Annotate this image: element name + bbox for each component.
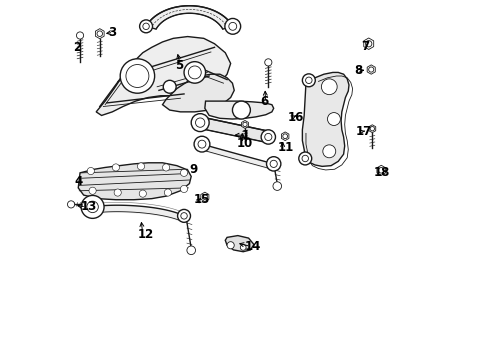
- Polygon shape: [199, 117, 270, 143]
- Circle shape: [327, 113, 341, 126]
- Polygon shape: [205, 101, 274, 119]
- Text: 5: 5: [175, 59, 183, 72]
- Polygon shape: [377, 165, 386, 175]
- Circle shape: [302, 74, 315, 87]
- Polygon shape: [78, 163, 191, 200]
- Text: 4: 4: [74, 175, 83, 188]
- Circle shape: [163, 164, 170, 171]
- Circle shape: [227, 242, 234, 249]
- Text: 8: 8: [355, 64, 363, 77]
- Circle shape: [191, 114, 209, 132]
- Circle shape: [184, 62, 205, 83]
- Circle shape: [265, 59, 272, 66]
- Text: 6: 6: [260, 95, 269, 108]
- Text: 12: 12: [137, 228, 154, 241]
- Circle shape: [164, 189, 171, 196]
- Text: 11: 11: [277, 141, 294, 154]
- Polygon shape: [281, 132, 289, 140]
- Circle shape: [114, 189, 122, 196]
- Circle shape: [321, 79, 337, 95]
- Text: 16: 16: [287, 111, 304, 124]
- Circle shape: [267, 157, 281, 171]
- Circle shape: [140, 20, 152, 33]
- Circle shape: [273, 182, 282, 190]
- Polygon shape: [163, 74, 234, 112]
- Circle shape: [163, 80, 176, 93]
- Circle shape: [68, 201, 74, 208]
- Circle shape: [89, 187, 96, 194]
- Circle shape: [187, 246, 196, 255]
- Polygon shape: [96, 37, 231, 116]
- Text: 14: 14: [245, 240, 261, 253]
- Text: 17: 17: [356, 125, 372, 138]
- Circle shape: [81, 195, 104, 219]
- Circle shape: [299, 152, 312, 165]
- Polygon shape: [369, 125, 376, 133]
- Polygon shape: [367, 65, 375, 74]
- Circle shape: [232, 101, 250, 119]
- Circle shape: [180, 185, 188, 193]
- Text: 7: 7: [362, 40, 369, 53]
- Circle shape: [112, 164, 120, 171]
- Circle shape: [120, 59, 155, 93]
- Circle shape: [180, 169, 188, 176]
- Polygon shape: [364, 38, 374, 49]
- Polygon shape: [201, 192, 209, 202]
- Text: 10: 10: [237, 137, 253, 150]
- Circle shape: [240, 244, 246, 250]
- Polygon shape: [242, 121, 248, 129]
- Polygon shape: [302, 72, 349, 166]
- Text: 2: 2: [74, 41, 82, 54]
- Text: 1: 1: [242, 129, 249, 142]
- Circle shape: [261, 130, 275, 144]
- Circle shape: [87, 167, 95, 175]
- Circle shape: [177, 210, 191, 222]
- Text: 18: 18: [374, 166, 391, 179]
- Text: 15: 15: [194, 193, 210, 206]
- Text: 9: 9: [190, 163, 197, 176]
- Polygon shape: [146, 6, 233, 29]
- Circle shape: [225, 18, 241, 34]
- Circle shape: [139, 190, 147, 197]
- Polygon shape: [225, 235, 254, 252]
- Circle shape: [76, 32, 84, 39]
- Text: 13: 13: [81, 201, 97, 213]
- Text: 3: 3: [108, 26, 116, 39]
- Polygon shape: [96, 29, 104, 39]
- Circle shape: [323, 145, 336, 158]
- Circle shape: [194, 136, 210, 152]
- Circle shape: [137, 163, 145, 170]
